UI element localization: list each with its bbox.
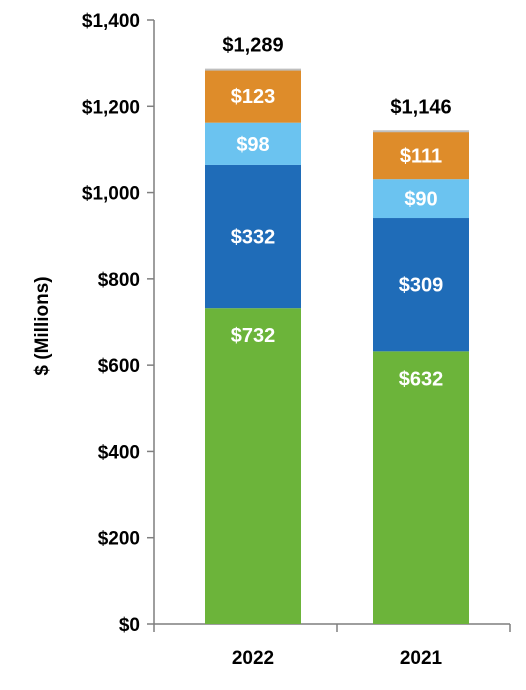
bars	[205, 68, 469, 624]
segment-value-label: $632	[399, 368, 444, 390]
x-tick-label: 2021	[400, 648, 443, 669]
x-tick-label: 2022	[232, 648, 274, 669]
bar-segment	[205, 122, 301, 165]
bar-segment	[373, 351, 469, 624]
segment-value-label: $332	[231, 227, 276, 249]
segment-value-label: $309	[399, 275, 444, 297]
labels: $732 $332 $98 $123 $1,289 $632 $309 $90 $111 $1,1…	[222, 35, 451, 391]
bar-segment	[205, 308, 301, 624]
segment-value-label: $90	[404, 189, 437, 211]
y-tick-label: $0	[119, 615, 140, 636]
segment-value-label: $123	[231, 86, 276, 108]
y-tick-label: $400	[98, 442, 140, 463]
segment-value-label: $111	[400, 145, 442, 167]
y-tick-label: $800	[98, 270, 140, 291]
total-value-label: $1,146	[390, 96, 451, 118]
y-tick-label: $600	[98, 356, 140, 377]
y-axis-label: $ (Millions)	[32, 276, 53, 375]
axes: $0 $200 $400 $600 $800 $1,000 $1,200 $1,400 2022…	[82, 11, 511, 669]
y-tick-label: $1,200	[82, 97, 140, 118]
total-value-label: $1,289	[222, 35, 283, 57]
bar-segment	[373, 218, 469, 352]
bar-segment	[205, 164, 301, 309]
y-tick-label: $200	[98, 529, 140, 550]
y-tick-label: $1,000	[82, 184, 140, 205]
bar-segment	[205, 69, 301, 123]
bar-segment	[373, 131, 469, 180]
y-tick-label: $1,400	[82, 11, 140, 32]
bar-segment	[373, 179, 469, 219]
segment-value-label: $732	[231, 325, 276, 347]
segment-value-label: $98	[236, 134, 269, 156]
